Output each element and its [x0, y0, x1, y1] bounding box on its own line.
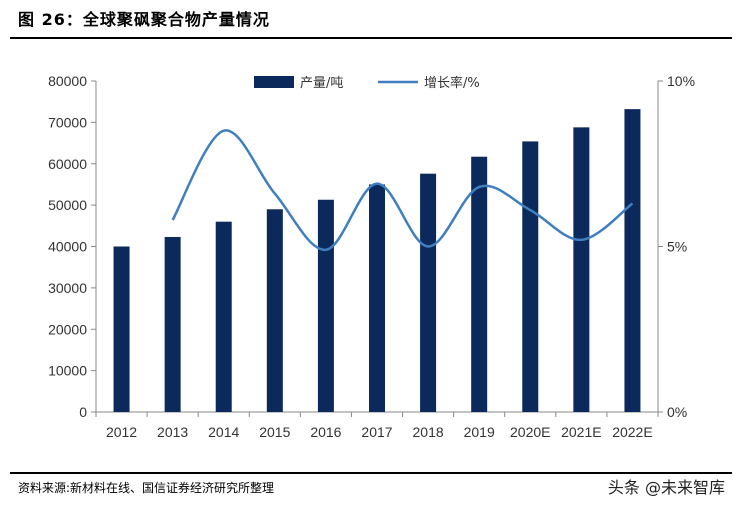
- left-tick-label: 80000: [48, 73, 87, 89]
- top-divider: [10, 37, 732, 39]
- bar-2016: [317, 199, 334, 412]
- bar-2018: [420, 173, 437, 412]
- x-tick-label-2022E: 2022E: [612, 424, 652, 440]
- right-tick-label: 5%: [667, 239, 687, 255]
- growth-rate-line: [171, 129, 634, 252]
- bottom-divider: [10, 472, 732, 474]
- left-tick-label: 50000: [48, 197, 87, 213]
- bar-2012: [113, 246, 130, 412]
- bar-2019: [471, 156, 488, 412]
- left-tick-label: 60000: [48, 156, 87, 172]
- x-tick-label-2014: 2014: [208, 424, 239, 440]
- bar-2020E: [522, 141, 539, 412]
- bar-2014: [215, 221, 232, 412]
- x-tick-label-2017: 2017: [361, 424, 392, 440]
- x-tick-label-2018: 2018: [413, 424, 444, 440]
- x-tick-labels: 2012 2013 2014 2015 2016 2017 2018 2019 2020E 202…: [106, 424, 653, 440]
- left-tick-label: 40000: [48, 239, 87, 255]
- bar-2013: [164, 236, 181, 412]
- bar-2021E: [573, 127, 590, 412]
- x-tick-label-2013: 2013: [157, 424, 188, 440]
- left-tick-label: 10000: [48, 363, 87, 379]
- left-tick-label: 0: [79, 404, 87, 420]
- bar-2017: [369, 184, 385, 412]
- source-note: 资料来源:新材料在线、国信证券经济研究所整理: [18, 481, 275, 495]
- legend-label-line: 增长率/%: [424, 75, 480, 91]
- x-tick-label-2019: 2019: [464, 424, 495, 440]
- figure-title: 图 26：全球聚砜聚合物产量情况: [18, 10, 270, 29]
- production-chart: 0 10000 20000 30000 40000 50000 60000 70000 8000…: [48, 73, 695, 440]
- bar-series: [113, 109, 641, 412]
- legend-swatch-bar: [254, 76, 294, 88]
- x-tick-label-2021E: 2021E: [561, 424, 601, 440]
- right-tick-label: 10%: [667, 73, 695, 89]
- left-tick-label: 70000: [48, 114, 87, 130]
- x-tick-label-2015: 2015: [259, 424, 290, 440]
- watermark: 头条 @未来智库: [607, 478, 725, 497]
- legend-label-bar: 产量/吨: [300, 76, 343, 91]
- left-tick-label: 20000: [48, 321, 87, 337]
- bar-2015: [266, 209, 283, 412]
- legend: 产量/吨 增长率/%: [254, 75, 480, 91]
- bar-2022E: [624, 109, 641, 412]
- right-tick-label: 0%: [667, 404, 687, 420]
- x-tick-label-2012: 2012: [106, 424, 137, 440]
- x-tick-label-2020E: 2020E: [510, 424, 550, 440]
- left-tick-label: 30000: [48, 280, 87, 296]
- x-tick-label-2016: 2016: [310, 424, 341, 440]
- line-series: [171, 129, 634, 252]
